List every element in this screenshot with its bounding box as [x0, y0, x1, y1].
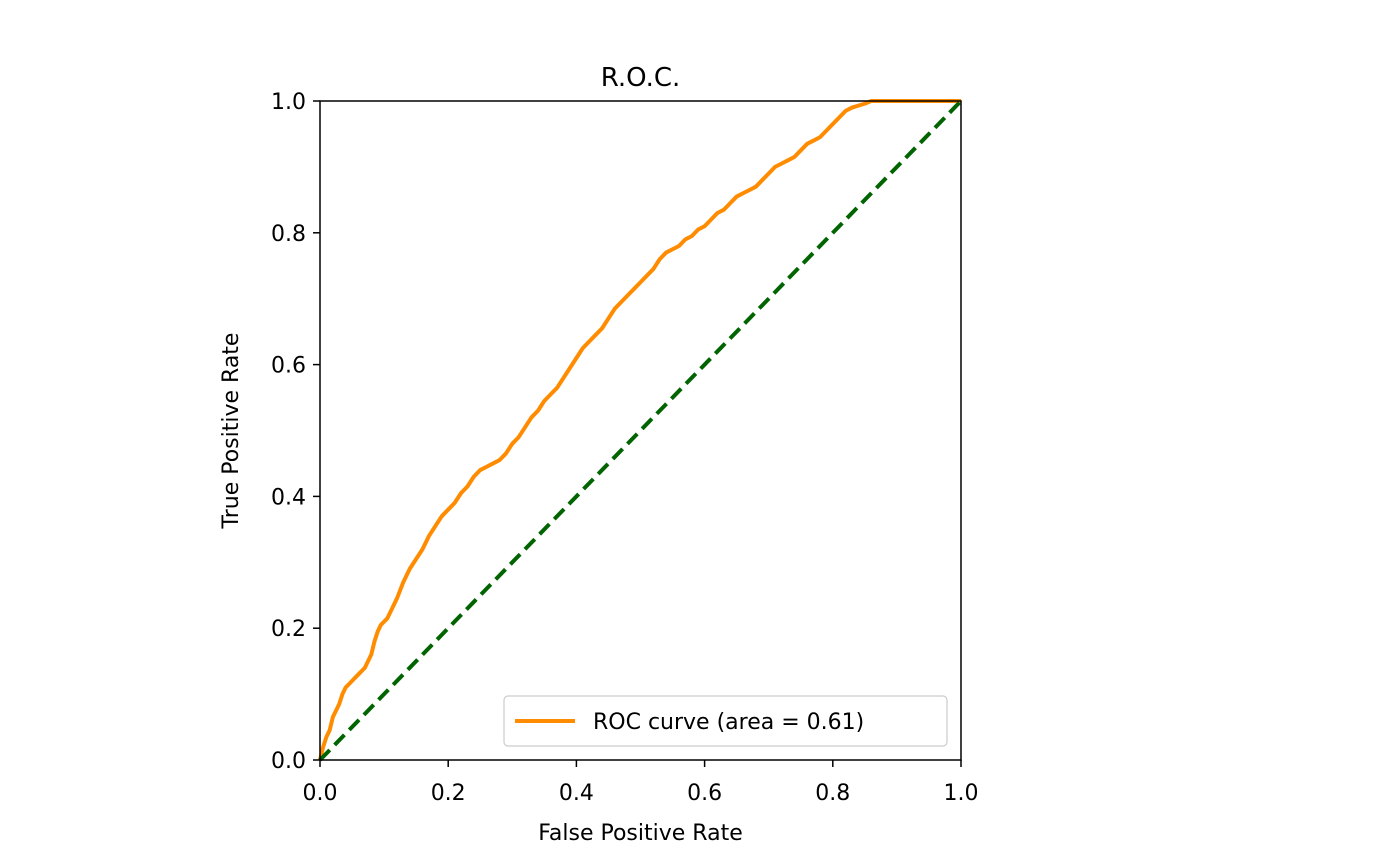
chart-title: R.O.C. [601, 63, 681, 93]
chance-diagonal-line [318, 99, 963, 762]
y-tick-label: 0.8 [271, 222, 306, 247]
plot-frame [319, 100, 962, 761]
y-tick-label: 0.2 [271, 617, 306, 642]
y-tick-label: 0.0 [271, 749, 306, 774]
axis-ticks-layer: 0.0 0.2 0.4 0.6 0.8 1.0 0.0 0.2 0.4 0.6 0.8 1.0 [271, 90, 979, 806]
plot-lines-layer [318, 99, 963, 762]
y-tick-label: 0.4 [271, 485, 306, 510]
y-axis-title: True Positive Rate [219, 333, 244, 530]
x-tick-label: 0.6 [687, 781, 722, 806]
x-tick-label: 0.0 [303, 781, 338, 806]
x-tick-label: 0.8 [815, 781, 850, 806]
legend-box [503, 695, 948, 747]
y-tick-label: 0.6 [271, 354, 306, 379]
x-tick-label: 0.4 [559, 781, 594, 806]
y-tick-label: 1.0 [271, 90, 306, 115]
roc-curve-line [318, 99, 961, 761]
x-axis-title: False Positive Rate [538, 821, 742, 846]
legend: ROC curve (area = 0.61) [503, 695, 948, 747]
x-tick-label: 0.2 [431, 781, 466, 806]
legend-label: ROC curve (area = 0.61) [593, 710, 864, 735]
x-tick-label: 1.0 [944, 781, 979, 806]
